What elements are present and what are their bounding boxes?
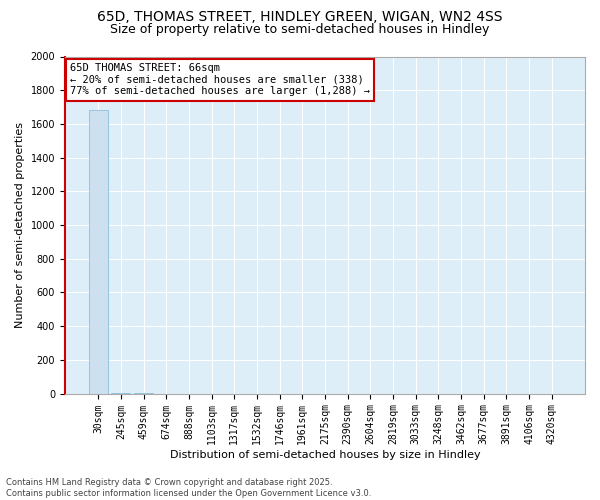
Text: 65D THOMAS STREET: 66sqm
← 20% of semi-detached houses are smaller (338)
77% of : 65D THOMAS STREET: 66sqm ← 20% of semi-d… (70, 63, 370, 96)
Text: Contains HM Land Registry data © Crown copyright and database right 2025.
Contai: Contains HM Land Registry data © Crown c… (6, 478, 371, 498)
Bar (89, 110, 108, 394)
Text: 65D, THOMAS STREET, HINDLEY GREEN, WIGAN, WN2 4SS: 65D, THOMAS STREET, HINDLEY GREEN, WIGAN… (97, 10, 503, 24)
X-axis label: Distribution of semi-detached houses by size in Hindley: Distribution of semi-detached houses by … (170, 450, 480, 460)
Y-axis label: Number of semi-detached properties: Number of semi-detached properties (15, 122, 25, 328)
Text: Size of property relative to semi-detached houses in Hindley: Size of property relative to semi-detach… (110, 22, 490, 36)
